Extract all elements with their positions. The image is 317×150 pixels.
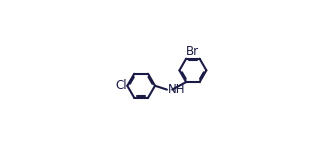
Text: Cl: Cl [115, 79, 127, 92]
Text: NH: NH [167, 83, 185, 96]
Text: Br: Br [186, 45, 199, 58]
